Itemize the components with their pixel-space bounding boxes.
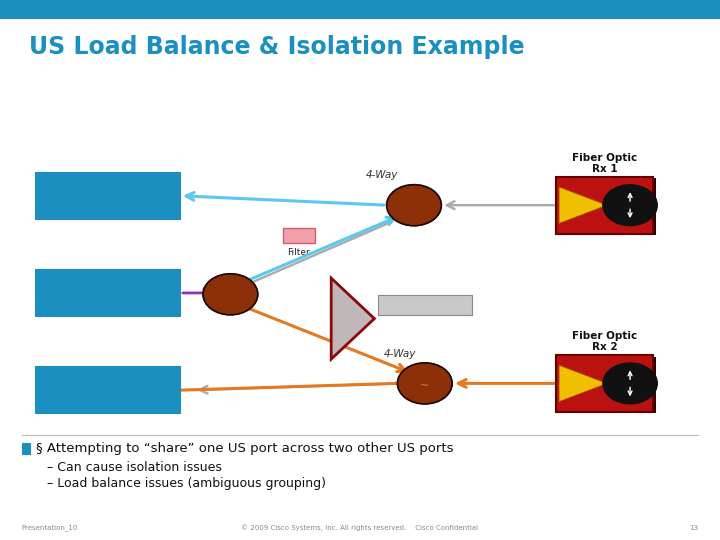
Polygon shape — [331, 278, 374, 359]
Bar — [378, 295, 472, 315]
FancyBboxPatch shape — [35, 172, 181, 220]
Text: – Can cause isolation issues: – Can cause isolation issues — [47, 461, 222, 474]
Bar — [22, 443, 31, 455]
Circle shape — [603, 185, 657, 226]
Bar — [219, 281, 248, 305]
Text: 4-Way: 4-Way — [384, 348, 415, 359]
Text: Fiber Optic
Rx 1: Fiber Optic Rx 1 — [572, 152, 637, 174]
Circle shape — [397, 363, 452, 404]
Text: CMTS US1
@ 24 MHz: CMTS US1 @ 24 MHz — [78, 379, 138, 401]
Text: 13: 13 — [690, 525, 698, 531]
Bar — [0, 0, 720, 19]
Bar — [559, 178, 656, 235]
Bar — [559, 357, 656, 414]
Text: ~: ~ — [420, 381, 429, 391]
Text: Amplifier: Amplifier — [400, 300, 450, 310]
Text: – Load balance issues (ambiguous grouping): – Load balance issues (ambiguous groupin… — [47, 477, 325, 490]
Bar — [556, 177, 654, 233]
FancyBboxPatch shape — [35, 269, 181, 317]
Bar — [283, 228, 315, 243]
Text: Presentation_10: Presentation_10 — [22, 525, 78, 531]
Text: 4-Way: 4-Way — [366, 170, 397, 180]
Bar — [556, 355, 654, 411]
Polygon shape — [559, 365, 607, 402]
Circle shape — [203, 274, 258, 315]
Text: Fiber Optic
Rx 2: Fiber Optic Rx 2 — [572, 330, 637, 353]
Text: § Attempting to “share” one US port across two other US ports: § Attempting to “share” one US port acro… — [36, 442, 454, 455]
Circle shape — [387, 185, 441, 226]
Text: CMTS US2
@ 31 MHz: CMTS US2 @ 31 MHz — [78, 282, 138, 304]
Text: US Load Balance & Isolation Example: US Load Balance & Isolation Example — [29, 35, 524, 59]
FancyBboxPatch shape — [35, 366, 181, 414]
Circle shape — [603, 363, 657, 404]
Text: CMTS US0
@ 24 MHz: CMTS US0 @ 24 MHz — [78, 185, 138, 207]
Text: Filter: Filter — [287, 248, 310, 258]
Polygon shape — [559, 187, 607, 224]
Text: © 2009 Cisco Systems, Inc. All rights reserved.    Cisco Confidential: © 2009 Cisco Systems, Inc. All rights re… — [241, 525, 479, 531]
